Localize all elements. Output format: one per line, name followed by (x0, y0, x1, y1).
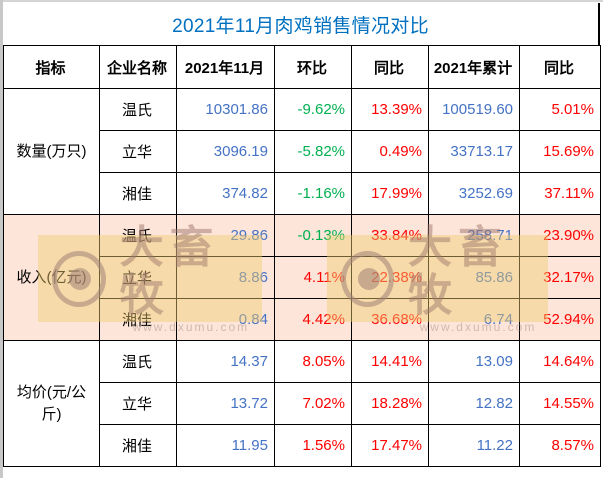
company-cell: 湘佳 (99, 424, 177, 467)
company-cell: 立华 (99, 130, 177, 173)
mom-value: -5.82% (274, 130, 352, 173)
ytd-yoy-value: 14.64% (519, 340, 601, 383)
header-indicator: 指标 (3, 45, 100, 89)
mom-value: 4.42% (274, 298, 352, 341)
ytd-value: 12.82 (428, 382, 520, 425)
header-month: 2021年11月 (176, 45, 275, 89)
mom-value: 8.05% (274, 340, 352, 383)
mom-value: -1.16% (274, 172, 352, 215)
ytd-yoy-value: 15.69% (519, 130, 601, 173)
header-company: 企业名称 (99, 45, 177, 89)
ytd-yoy-value: 32.17% (519, 256, 601, 299)
month-value: 11.95 (176, 424, 275, 467)
company-cell: 立华 (99, 382, 177, 425)
company-cell: 湘佳 (99, 172, 177, 215)
mom-value: 1.56% (274, 424, 352, 467)
ytd-value: 33713.17 (428, 130, 520, 173)
ytd-yoy-value: 37.11% (519, 172, 601, 215)
ytd-value: 13.09 (428, 340, 520, 383)
month-value: 10301.86 (176, 88, 275, 131)
yoy-value: 33.84% (351, 214, 429, 257)
mom-value: -0.13% (274, 214, 352, 257)
company-cell: 温氏 (99, 88, 177, 131)
table-title: 2021年11月肉鸡销售情况对比 (3, 3, 600, 45)
yoy-value: 13.39% (351, 88, 429, 131)
header-yoy: 同比 (351, 45, 429, 89)
month-value: 3096.19 (176, 130, 275, 173)
header-row: 指标 企业名称 2021年11月 环比 同比 2021年累计 同比 (3, 45, 601, 89)
category-income: 收入(亿元) (3, 214, 100, 341)
company-cell: 温氏 (99, 214, 177, 257)
table-row: 湘佳 11.95 1.56% 17.47% 11.22 8.57% (4, 424, 601, 467)
yoy-value: 18.28% (351, 382, 429, 425)
mom-value: 7.02% (274, 382, 352, 425)
header-ytd: 2021年累计 (428, 45, 520, 89)
table-row: 立华 8.86 4.11% 22.38% 85.86 32.17% (4, 256, 601, 299)
header-mom: 环比 (274, 45, 352, 89)
ytd-value: 258.71 (428, 214, 520, 257)
ytd-yoy-value: 52.94% (519, 298, 601, 341)
yoy-value: 17.47% (351, 424, 429, 467)
month-value: 0.84 (176, 298, 275, 341)
month-value: 8.86 (176, 256, 275, 299)
table-row: 收入(亿元) 温氏 29.86 -0.13% 33.84% 258.71 23.… (3, 214, 601, 341)
sheet-gridline-left (0, 0, 3, 478)
ytd-yoy-value: 23.90% (519, 214, 601, 257)
category-price: 均价(元/公斤) (3, 340, 100, 467)
table-row: 湘佳 374.82 -1.16% 17.99% 3252.69 37.11% (4, 172, 601, 215)
ytd-yoy-value: 5.01% (519, 88, 601, 131)
header-ytd-yoy: 同比 (519, 45, 601, 89)
mom-value: -9.62% (274, 88, 352, 131)
month-value: 29.86 (176, 214, 275, 257)
ytd-yoy-value: 8.57% (519, 424, 601, 467)
ytd-value: 3252.69 (428, 172, 520, 215)
comparison-table: 指标 企业名称 2021年11月 环比 同比 2021年累计 同比 数量(万只)… (3, 45, 601, 467)
yoy-value: 17.99% (351, 172, 429, 215)
table-row: 立华 3096.19 -5.82% 0.49% 33713.17 15.69% (4, 130, 601, 173)
table-row: 数量(万只) 温氏 10301.86 -9.62% 13.39% 100519.… (3, 88, 601, 215)
ytd-value: 85.86 (428, 256, 520, 299)
month-value: 14.37 (176, 340, 275, 383)
table-row: 湘佳 0.84 4.42% 36.68% 6.74 52.94% (4, 298, 601, 341)
yoy-value: 36.68% (351, 298, 429, 341)
ytd-value: 11.22 (428, 424, 520, 467)
spreadsheet-table: 2021年11月肉鸡销售情况对比 指标 企业名称 2021年11月 环比 同比 … (3, 3, 601, 475)
ytd-value: 100519.60 (428, 88, 520, 131)
ytd-value: 6.74 (428, 298, 520, 341)
yoy-value: 22.38% (351, 256, 429, 299)
sheet-gridline-top (0, 0, 603, 2)
table-row: 立华 13.72 7.02% 18.28% 12.82 14.55% (4, 382, 601, 425)
ytd-yoy-value: 14.55% (519, 382, 601, 425)
month-value: 13.72 (176, 382, 275, 425)
company-cell: 湘佳 (99, 298, 177, 341)
category-quantity: 数量(万只) (3, 88, 100, 215)
month-value: 374.82 (176, 172, 275, 215)
company-cell: 温氏 (99, 340, 177, 383)
yoy-value: 14.41% (351, 340, 429, 383)
company-cell: 立华 (99, 256, 177, 299)
yoy-value: 0.49% (351, 130, 429, 173)
mom-value: 4.11% (274, 256, 352, 299)
table-row: 均价(元/公斤) 温氏 14.37 8.05% 14.41% 13.09 14.… (3, 340, 601, 467)
